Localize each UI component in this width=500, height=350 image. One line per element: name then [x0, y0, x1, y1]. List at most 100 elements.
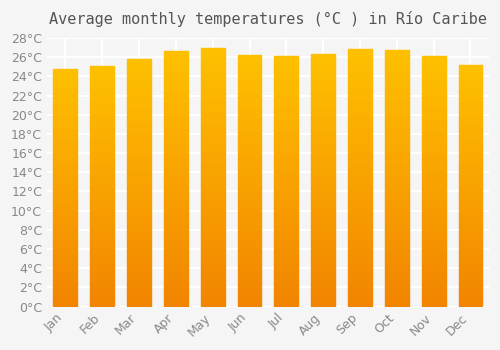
Bar — [422, 257, 446, 263]
Bar — [458, 71, 482, 77]
Bar — [458, 125, 482, 131]
Bar — [274, 275, 298, 281]
Bar — [311, 92, 335, 98]
Bar — [54, 235, 78, 241]
Bar — [274, 219, 298, 225]
Bar — [90, 138, 114, 144]
Bar — [164, 64, 188, 71]
Bar — [422, 156, 446, 163]
Bar — [54, 217, 78, 223]
Bar — [54, 182, 78, 188]
Bar — [385, 159, 409, 165]
Bar — [238, 105, 262, 112]
Bar — [422, 94, 446, 100]
Bar — [458, 89, 482, 95]
Bar — [164, 281, 188, 287]
Bar — [311, 212, 335, 218]
Bar — [385, 62, 409, 69]
Bar — [200, 61, 224, 67]
Bar — [127, 170, 151, 177]
Bar — [90, 301, 114, 307]
Bar — [54, 158, 78, 164]
Bar — [348, 274, 372, 281]
Bar — [274, 288, 298, 294]
Bar — [127, 288, 151, 294]
Bar — [200, 196, 224, 203]
Bar — [54, 277, 78, 283]
Bar — [164, 103, 188, 109]
Bar — [127, 115, 151, 121]
Bar — [348, 74, 372, 81]
Bar — [348, 94, 372, 100]
Bar — [348, 281, 372, 287]
Bar — [200, 177, 224, 183]
Bar — [127, 245, 151, 251]
Bar — [348, 139, 372, 145]
Bar — [458, 222, 482, 228]
Bar — [385, 236, 409, 242]
Bar — [127, 177, 151, 183]
Bar — [348, 216, 372, 223]
Bar — [458, 240, 482, 246]
Bar — [164, 236, 188, 243]
Bar — [90, 72, 114, 78]
Bar — [238, 244, 262, 250]
Bar — [348, 203, 372, 210]
Bar — [348, 49, 372, 307]
Bar — [311, 193, 335, 199]
Bar — [127, 152, 151, 158]
Bar — [127, 263, 151, 270]
Bar — [385, 69, 409, 75]
Bar — [422, 206, 446, 213]
Bar — [238, 269, 262, 275]
Bar — [200, 255, 224, 261]
Bar — [90, 180, 114, 186]
Bar — [200, 119, 224, 125]
Bar — [311, 244, 335, 250]
Bar — [422, 231, 446, 238]
Bar — [238, 262, 262, 269]
Bar — [348, 119, 372, 126]
Bar — [238, 206, 262, 212]
Bar — [54, 110, 78, 116]
Bar — [385, 191, 409, 197]
Bar — [127, 90, 151, 96]
Bar — [311, 300, 335, 307]
Bar — [385, 300, 409, 307]
Bar — [90, 271, 114, 276]
Bar — [274, 244, 298, 250]
Bar — [164, 128, 188, 134]
Bar — [90, 288, 114, 294]
Bar — [311, 73, 335, 79]
Bar — [164, 51, 188, 58]
Bar — [238, 74, 262, 81]
Bar — [200, 203, 224, 209]
Bar — [54, 194, 78, 199]
Bar — [127, 108, 151, 115]
Bar — [238, 93, 262, 99]
Bar — [422, 244, 446, 250]
Bar — [200, 99, 224, 106]
Bar — [458, 144, 482, 149]
Bar — [385, 127, 409, 133]
Bar — [164, 256, 188, 262]
Bar — [422, 219, 446, 225]
Bar — [385, 242, 409, 249]
Bar — [164, 166, 188, 173]
Bar — [274, 263, 298, 269]
Bar — [422, 288, 446, 294]
Bar — [458, 258, 482, 264]
Bar — [127, 96, 151, 103]
Bar — [311, 225, 335, 231]
Bar — [127, 158, 151, 164]
Bar — [311, 206, 335, 212]
Bar — [238, 156, 262, 162]
Bar — [385, 261, 409, 268]
Bar — [90, 264, 114, 271]
Bar — [127, 220, 151, 226]
Bar — [90, 222, 114, 228]
Bar — [238, 200, 262, 206]
Bar — [164, 249, 188, 256]
Bar — [200, 74, 224, 80]
Bar — [274, 150, 298, 156]
